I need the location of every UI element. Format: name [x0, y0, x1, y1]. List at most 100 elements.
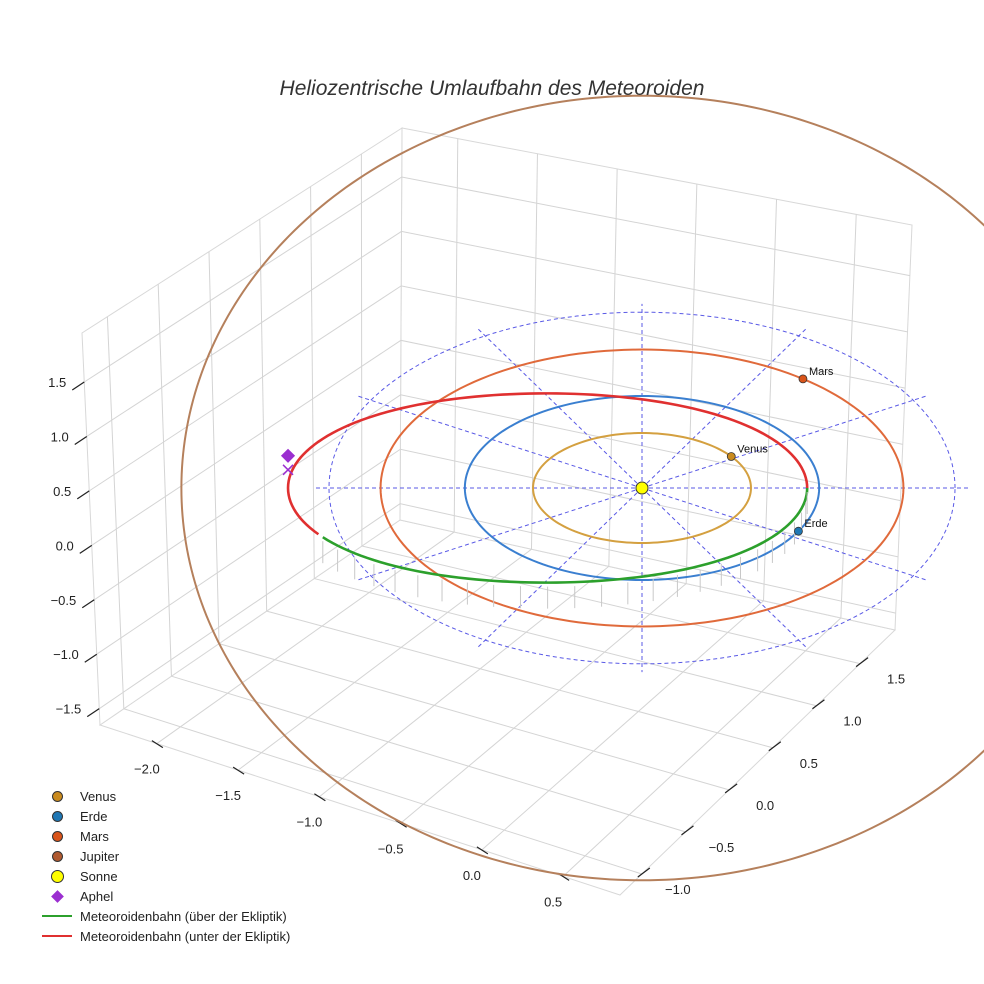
aphel-projection-marker: [282, 464, 294, 476]
ecliptic-spoke: [477, 487, 643, 648]
venus-orbit: [532, 432, 752, 544]
mars-label: Mars: [809, 366, 834, 378]
legend-label: Venus: [80, 788, 117, 804]
aphel-marker: [280, 448, 296, 463]
y-gridline-wall: [360, 154, 363, 547]
z-gridline: [83, 176, 910, 383]
z-tick-label: 1.5: [48, 375, 66, 390]
x-tick-mark: [151, 740, 164, 749]
ecliptic-spoke: [357, 487, 643, 581]
y-gridline-wall: [157, 284, 172, 677]
legend-label: Meteoroidenbahn (unter der Ekliptik): [80, 928, 291, 944]
legend-item: Erde: [40, 806, 290, 826]
legend-label: Meteoroidenbahn (über der Ekliptik): [80, 908, 287, 924]
legend-item: Sonne: [40, 866, 290, 886]
meteoroid-orbit-above: [322, 487, 809, 584]
x-gridline: [400, 583, 687, 824]
z-gridline: [86, 230, 908, 437]
legend-item: Venus: [40, 786, 290, 806]
z-tick-label: −0.5: [51, 593, 77, 608]
y-tick-mark: [855, 657, 869, 668]
z-tick-label: 0.5: [53, 484, 71, 499]
y-tick-label: −0.5: [709, 840, 735, 855]
jupiter-orbit: [180, 94, 984, 882]
z-gridline: [98, 503, 896, 710]
z-tick-mark: [79, 544, 93, 554]
erde-label: Erde: [804, 518, 827, 530]
ecliptic-spoke: [357, 395, 643, 489]
legend-item: Meteoroidenbahn (unter der Ekliptik): [40, 926, 290, 946]
legend-dot-icon: [40, 810, 74, 822]
y-tick-label: 1.0: [843, 714, 861, 729]
legend-label: Mars: [80, 828, 109, 844]
legend-line-icon: [40, 935, 74, 937]
x-gridline-wall: [685, 184, 698, 584]
y-gridline-wall: [259, 219, 268, 612]
x-gridline: [237, 548, 532, 771]
mars-orbit: [379, 348, 905, 628]
chart-title: Heliozentrische Umlaufbahn des Meteoroid…: [280, 77, 705, 100]
legend-dot-icon: [40, 790, 74, 802]
y-gridline-wall: [208, 251, 220, 644]
venus-label: Venus: [737, 443, 768, 455]
z-tick-mark: [71, 381, 85, 391]
z-tick-mark: [86, 708, 100, 718]
venus-marker: [726, 452, 736, 461]
z-tick-label: 0.0: [56, 538, 74, 553]
legend-diamond-icon: [40, 889, 74, 903]
z-tick-mark: [84, 653, 98, 663]
y-tick-mark: [768, 741, 782, 752]
ecliptic-spoke: [641, 395, 927, 489]
ecliptic-spoke: [641, 328, 807, 489]
y-tick-mark: [812, 699, 825, 710]
jupiter-orbit-line: [180, 94, 984, 882]
y-gridline: [266, 610, 773, 749]
legend-bigdot-icon: [40, 869, 74, 883]
legend-item: Mars: [40, 826, 290, 846]
x-gridline: [481, 600, 764, 851]
legend-item: Aphel: [40, 886, 290, 906]
markers: Venus Erde Mars: [280, 366, 834, 536]
x-tick-label: −0.5: [378, 841, 404, 856]
x-tick-mark: [232, 766, 245, 775]
y-gridline: [314, 578, 817, 707]
x-gridline: [562, 617, 842, 877]
meteoroid-orbit: [286, 392, 809, 609]
mars-marker: [798, 374, 808, 384]
x-tick-label: 0.0: [463, 868, 481, 883]
z-gridline: [93, 394, 901, 601]
y-tick-label: 0.0: [756, 798, 774, 813]
legend-item: Jupiter: [40, 846, 290, 866]
z-gridline: [88, 285, 906, 492]
legend-label: Sonne: [80, 868, 118, 884]
y-tick-label: 0.5: [800, 756, 818, 771]
ecliptic-spoke: [477, 328, 643, 489]
z-gridline: [96, 448, 899, 655]
x-tick-mark: [476, 846, 489, 855]
x-tick-label: −2.0: [134, 762, 160, 777]
legend-dot-icon: [40, 830, 74, 842]
x-gridline: [319, 566, 610, 798]
y-gridline: [361, 545, 861, 665]
x-gridline-wall: [608, 168, 618, 567]
z-tick-label: −1.0: [53, 647, 79, 662]
sun-marker: [635, 481, 649, 495]
z-tick-mark: [81, 599, 95, 609]
x-gridline-wall: [763, 199, 778, 601]
x-tick-label: −1.0: [297, 815, 323, 830]
y-tick-mark: [681, 825, 694, 836]
x-tick-label: 0.5: [544, 894, 562, 909]
legend-label: Erde: [80, 808, 108, 824]
erde-marker: [794, 526, 803, 536]
erde-orbit: [463, 394, 821, 582]
legend-label: Jupiter: [80, 848, 120, 864]
legend-label: Aphel: [80, 888, 114, 904]
x-tick-mark: [314, 793, 326, 802]
y-tick-label: −1.0: [665, 882, 691, 897]
ecliptic-spoke: [641, 487, 807, 648]
z-tick-mark: [76, 490, 90, 500]
x-gridline-wall: [453, 138, 459, 533]
planet-orbits: [379, 348, 905, 628]
axis-panes: [81, 127, 913, 896]
